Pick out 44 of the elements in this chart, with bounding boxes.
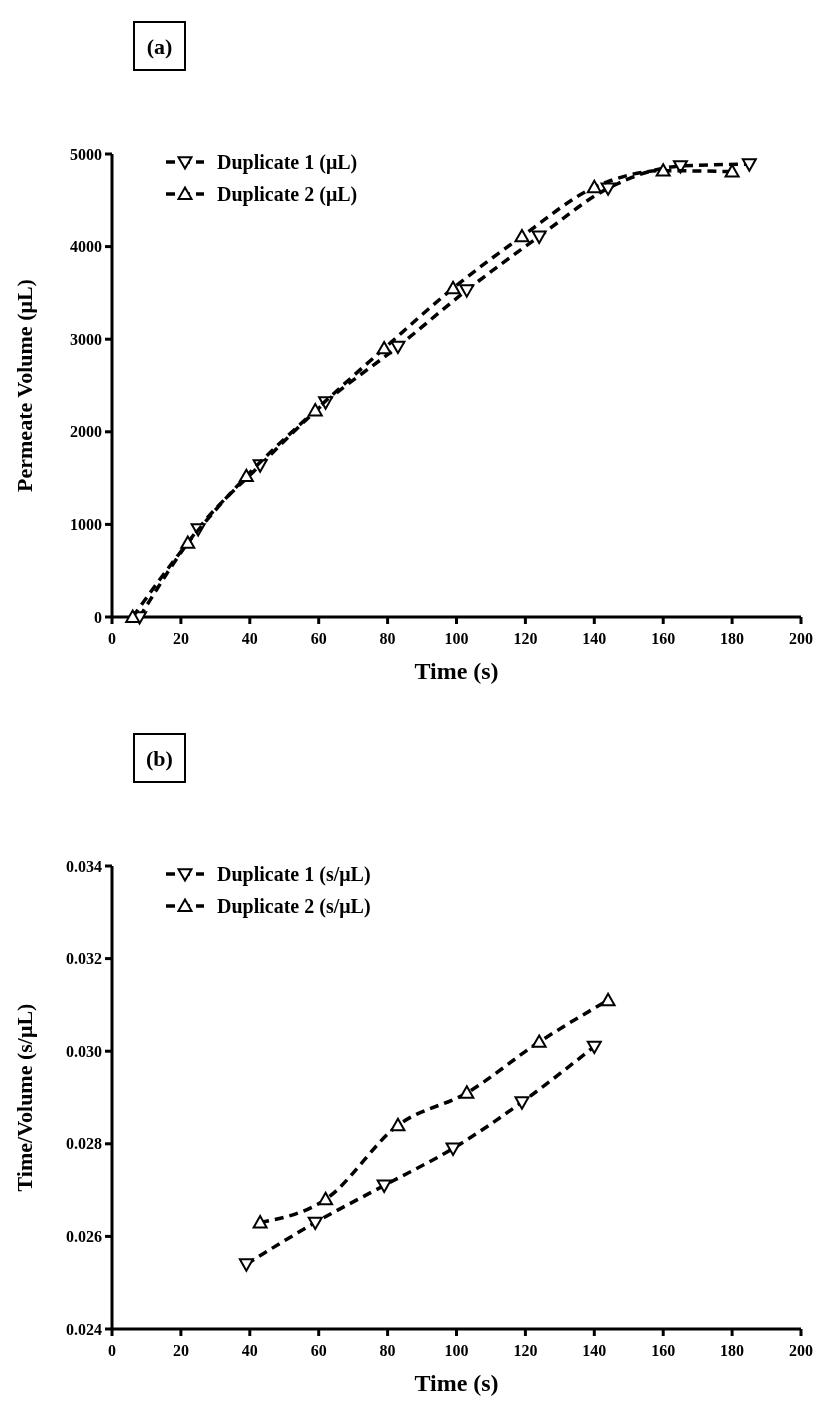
x-tick-label: 160	[651, 1342, 676, 1359]
x-tick-label: 80	[379, 630, 396, 647]
x-tick-label: 180	[720, 1342, 745, 1359]
x-tick-label: 120	[513, 630, 538, 647]
y-tick-label: 0.030	[66, 1042, 102, 1060]
y-axis-title: Time/Volume (s/μL)	[12, 1003, 37, 1192]
chart-title: (b)	[146, 746, 173, 771]
y-tick-label: 0.024	[66, 1320, 102, 1338]
x-tick-label: 180	[720, 630, 745, 647]
x-tick-label: 120	[513, 1342, 538, 1359]
x-tick-label: 200	[789, 1342, 813, 1359]
x-tick-label: 60	[310, 1342, 327, 1359]
x-tick-label: 20	[172, 630, 189, 647]
y-tick-label: 0.032	[66, 950, 102, 968]
y-tick-label: 5000	[70, 145, 102, 163]
x-axis-title: Time (s)	[414, 1370, 499, 1396]
y-tick-label: 1000	[70, 515, 102, 533]
x-tick-label: 160	[651, 630, 676, 647]
x-axis-title: Time (s)	[414, 658, 499, 684]
y-tick-label: 0	[94, 608, 102, 626]
x-tick-label: 60	[310, 630, 327, 647]
legend-label: Duplicate 1 (μL)	[217, 151, 358, 174]
x-tick-label: 40	[241, 630, 258, 647]
y-tick-label: 4000	[70, 238, 102, 256]
y-tick-label: 2000	[70, 423, 102, 441]
legend-label: Duplicate 1 (s/μL)	[217, 863, 371, 886]
x-tick-label: 0	[108, 630, 116, 647]
y-tick-label: 0.034	[66, 857, 102, 875]
y-tick-label: 0.028	[66, 1135, 102, 1153]
y-axis-title: Permeate Volume (μL)	[12, 279, 37, 492]
x-tick-label: 20	[172, 1342, 189, 1359]
y-tick-label: 0.026	[66, 1227, 102, 1245]
x-tick-label: 100	[444, 630, 469, 647]
x-tick-label: 0	[108, 1342, 116, 1359]
x-tick-label: 80	[379, 1342, 396, 1359]
chart-title: (a)	[146, 34, 173, 59]
x-tick-label: 140	[582, 630, 607, 647]
y-tick-label: 3000	[70, 330, 102, 348]
legend-label: Duplicate 2 (s/μL)	[217, 895, 371, 918]
x-tick-label: 140	[582, 1342, 607, 1359]
x-tick-label: 100	[444, 1342, 469, 1359]
x-tick-label: 40	[241, 1342, 258, 1359]
x-tick-label: 200	[789, 630, 813, 647]
legend-label: Duplicate 2 (μL)	[217, 183, 358, 206]
